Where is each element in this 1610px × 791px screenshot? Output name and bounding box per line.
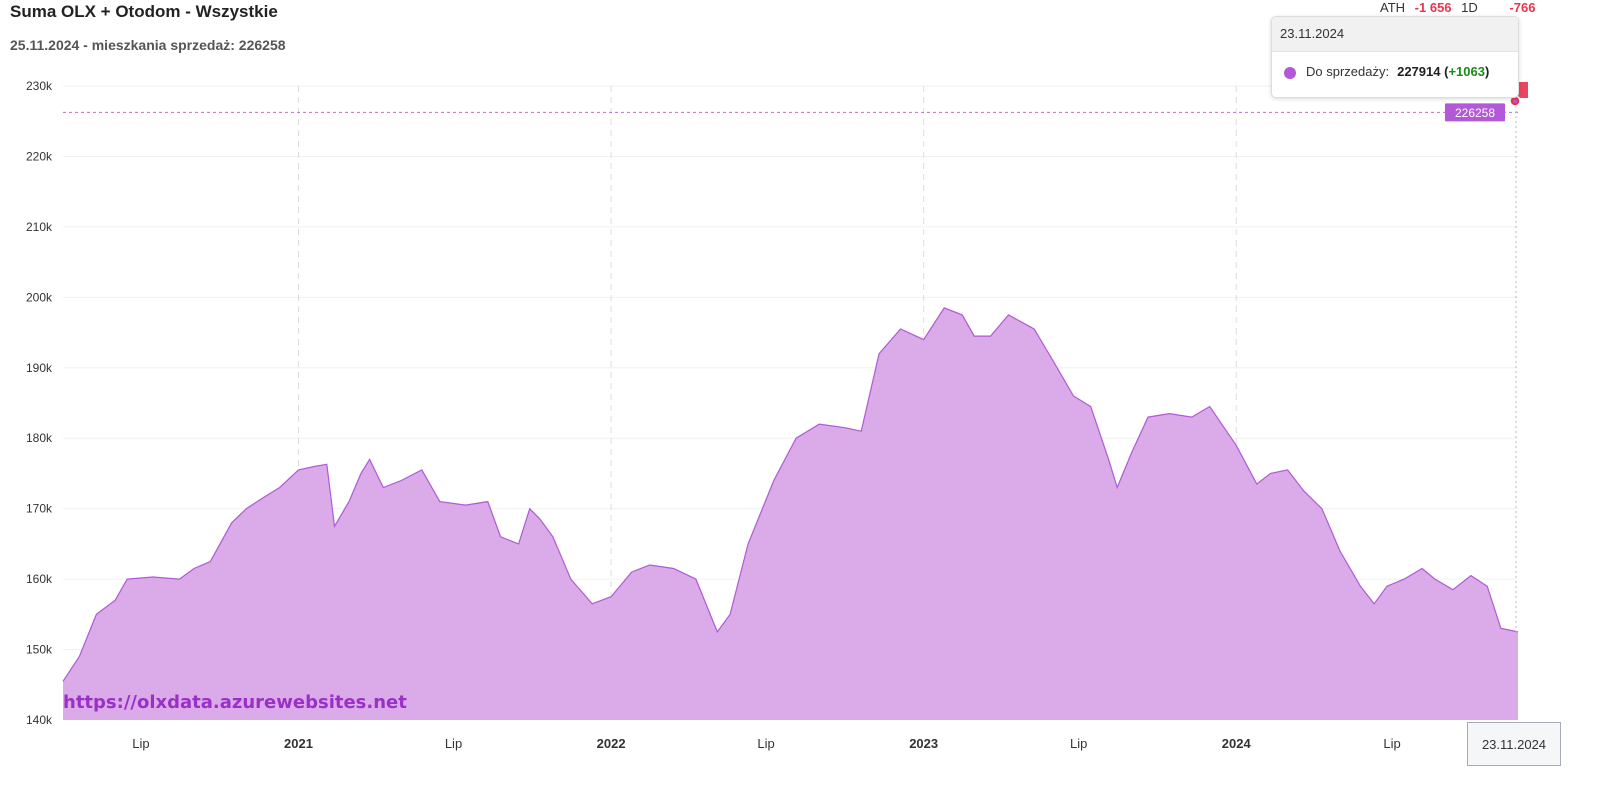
chart-title: Suma OLX + Otodom - Wszystkie — [10, 2, 278, 21]
tooltip-body: Do sprzedaży: 227914 (+1063) — [1272, 52, 1518, 79]
ath-value: -1 656 — [1414, 0, 1452, 15]
tooltip-date: 23.11.2024 — [1272, 17, 1518, 52]
tooltip: 23.11.2024 Do sprzedaży: 227914 (+1063) — [1271, 16, 1519, 98]
tooltip-series-label: Do sprzedaży: — [1306, 64, 1390, 79]
y-tick-label: 190k — [26, 361, 53, 375]
series-area-fill — [63, 307, 1518, 720]
series-area — [62, 307, 1519, 720]
crosshair-overlay: 226258 — [63, 82, 1528, 720]
reference-label-box — [1445, 103, 1505, 122]
series-line — [62, 307, 1519, 682]
y-tick-label: 210k — [26, 220, 53, 234]
x-tick-label: Lip — [1070, 736, 1087, 751]
chart-subtitle: 25.11.2024 - mieszkania sprzedaż: 226258 — [10, 37, 286, 53]
y-tick-label: 180k — [26, 431, 53, 445]
x-tick-label: Lip — [757, 736, 774, 751]
y-tick-label: 170k — [26, 502, 53, 516]
x-tick-label: Lip — [132, 736, 149, 751]
y-tick-label: 140k — [26, 713, 53, 727]
y-tick-label: 160k — [26, 572, 53, 586]
x-tick-label: Lip — [445, 736, 462, 751]
x-tick-label: Lip — [1383, 736, 1400, 751]
x-tick-label: 2024 — [1222, 736, 1252, 751]
y-tick-label: 230k — [26, 79, 53, 93]
y-tick-label: 200k — [26, 290, 53, 304]
watermark-url[interactable]: https://olxdata.azurewebsites.net — [63, 692, 407, 713]
reference-label: 226258 — [1455, 106, 1495, 120]
series-marker-icon — [1284, 66, 1296, 79]
y-tick-label: 220k — [26, 149, 53, 163]
ath-label: ATH — [1380, 0, 1406, 15]
hover-point-inner — [1513, 99, 1517, 103]
crosshair-x-label: 23.11.2024 — [1467, 722, 1561, 766]
x-tick-label: 2021 — [284, 736, 313, 751]
x-tick-label: 2023 — [909, 736, 938, 751]
x-axis-ticks: Lip 2021 Lip 2022 Lip 2023 Lip 2024 Lip — [132, 736, 1401, 751]
x-tick-label: 2022 — [597, 736, 626, 751]
y-tick-label: 150k — [26, 643, 53, 657]
one-day-value: -766 — [1509, 0, 1536, 15]
tooltip-value: 227914 — [1397, 64, 1441, 79]
tooltip-delta: +1063 — [1448, 64, 1485, 79]
top-stats: ATH -1 656 1D -766 — [1380, 0, 1541, 15]
one-day-label: 1D — [1461, 0, 1478, 15]
y-axis-ticks: 140k 150k 160k 170k 180k 190k 200k 210k 220k 230k — [26, 79, 53, 727]
